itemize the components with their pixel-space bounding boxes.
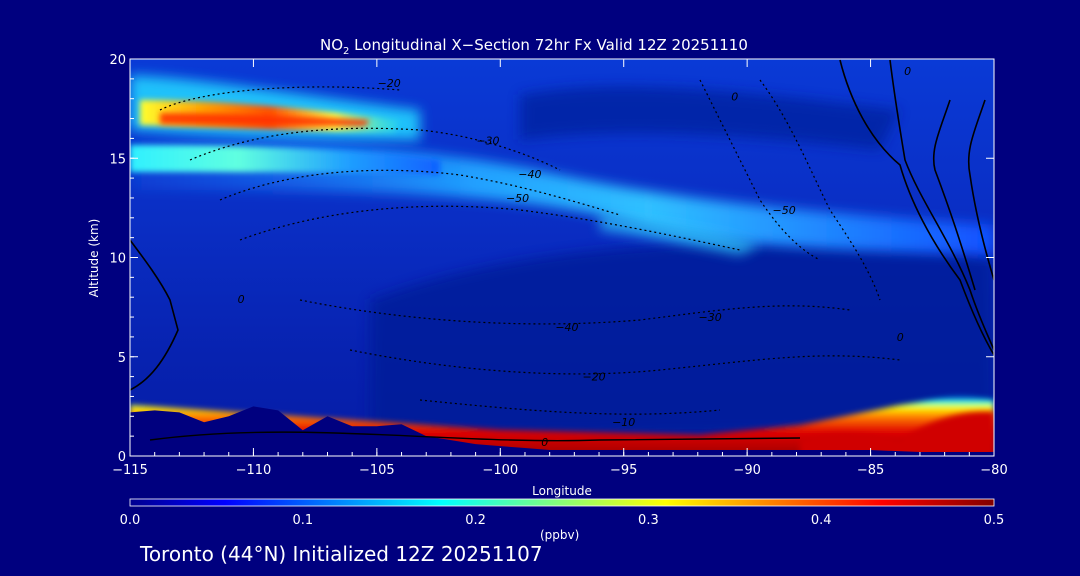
y-axis-label: Altitude (km) [87, 219, 101, 298]
colorbar-tick-label: 0.0 [120, 513, 141, 528]
x-tick-label: −85 [857, 463, 884, 478]
x-tick-label: −80 [980, 463, 1007, 478]
contour-label: −10 [612, 416, 635, 429]
contour-label: 0 [904, 65, 911, 78]
contour-label: −50 [773, 204, 796, 217]
colorbar-ticks: 0.0 0.1 0.2 0.3 0.4 0.5 [120, 513, 1005, 528]
y-tick-label: 0 [118, 450, 126, 465]
x-tick-label: −105 [359, 463, 395, 478]
contour-label: 0 [897, 331, 904, 344]
x-axis: −115 −110 −105 −100 −95 −90 −85 −80 [112, 59, 1008, 478]
x-tick-label: −100 [482, 463, 518, 478]
y-axis: 0 5 10 15 20 [109, 53, 994, 465]
colorbar-tick-label: 0.3 [638, 513, 659, 528]
x-tick-label: −95 [610, 463, 637, 478]
y-tick-label: 5 [118, 351, 126, 366]
contour-label: −20 [378, 77, 401, 90]
contour-label: 0 [731, 91, 738, 104]
footer-caption: Toronto (44°N) Initialized 12Z 20251107 [140, 542, 543, 566]
contour-label: −20 [582, 371, 605, 384]
contour-label: −30 [476, 134, 499, 147]
y-tick-label: 20 [109, 53, 126, 68]
contour-label: 0 [993, 109, 1000, 122]
heatmap-field: −20 −30 −40 −50 0 0 0 −50 −40 −30 −20 −10 0 0 0 [130, 59, 1000, 456]
contour-label: −40 [518, 168, 541, 181]
contour-label: 0 [541, 436, 548, 449]
y-tick-label: 10 [109, 252, 126, 267]
contour-labels: −20 −30 −40 −50 0 0 0 −50 −40 −30 −20 −10 0 0 0 [238, 65, 1000, 449]
colorbar-tick-label: 0.1 [292, 513, 313, 528]
colorbar-tick-label: 0.5 [984, 513, 1005, 528]
colorbar-tick-label: 0.4 [811, 513, 832, 528]
colorbar-tick-label: 0.2 [465, 513, 486, 528]
x-axis-label: Longitude [532, 484, 592, 498]
contour-label: 0 [238, 293, 245, 306]
x-tick-label: −90 [733, 463, 760, 478]
x-tick-label: −115 [112, 463, 148, 478]
y-tick-label: 15 [109, 152, 126, 167]
chart-title: NO2 Longitudinal X−Section 72hr Fx Valid… [320, 36, 748, 57]
contour-label: −50 [506, 192, 529, 205]
colorbar [129, 498, 995, 507]
contour-label: −30 [699, 311, 722, 324]
contour-lines [130, 59, 994, 442]
colorbar-unit: (ppbv) [540, 528, 580, 542]
terrain-mask [130, 406, 994, 456]
x-tick-label: −110 [236, 463, 272, 478]
contour-label: −40 [555, 321, 578, 334]
